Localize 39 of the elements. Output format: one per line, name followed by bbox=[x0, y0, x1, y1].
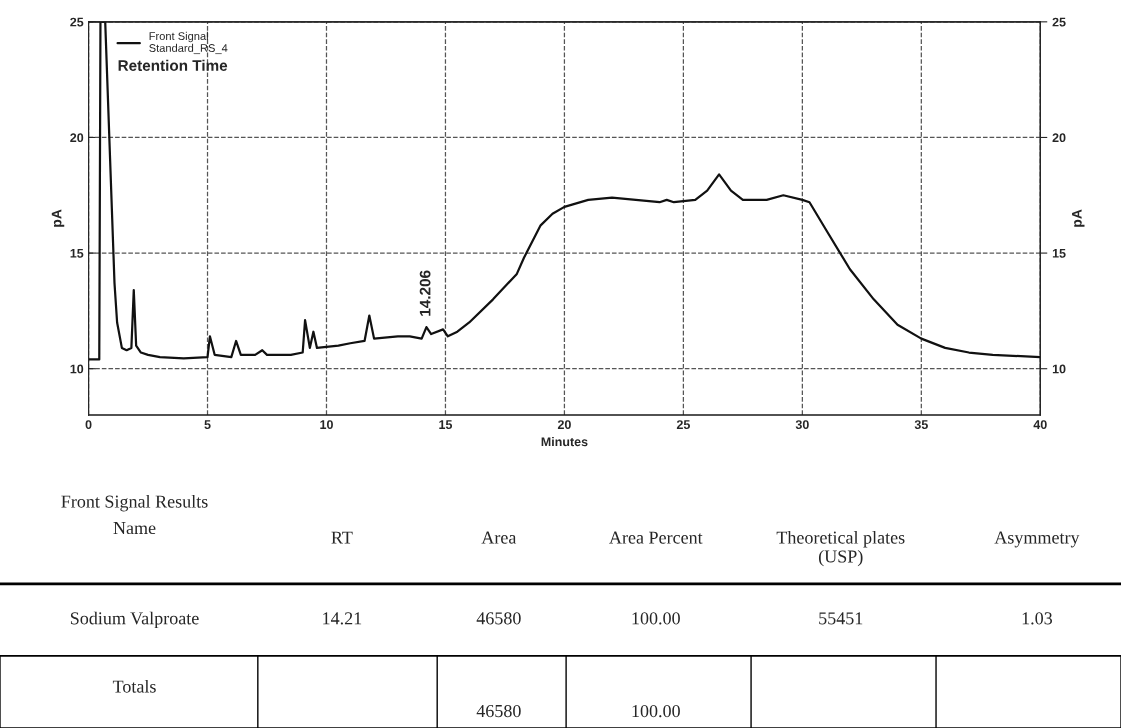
legend-label: Front Signal Standard_RS_4 bbox=[149, 31, 228, 55]
x-tick-label: 25 bbox=[676, 420, 690, 429]
x-tick-label: 40 bbox=[1033, 420, 1047, 429]
text: 46580 bbox=[476, 612, 521, 625]
annotation: 14.206 bbox=[419, 270, 431, 316]
x-tick-label: 30 bbox=[795, 420, 809, 430]
text: Sodium Valproate bbox=[70, 611, 199, 629]
y2-tick-label: 10 bbox=[1052, 364, 1066, 374]
x-tick-label: 35 bbox=[914, 420, 928, 430]
text: 100.00 bbox=[632, 612, 680, 625]
text: Front Signal Results bbox=[61, 494, 208, 512]
text: 100.00 bbox=[632, 704, 680, 718]
text: Name bbox=[113, 522, 156, 535]
text: Area bbox=[481, 531, 517, 544]
text: Area Percent bbox=[609, 531, 703, 544]
x-tick-label: 5 bbox=[204, 420, 211, 429]
y2-tick-label: 25 bbox=[1052, 17, 1066, 27]
y-tick-label: 15 bbox=[70, 249, 84, 258]
x-tick-label: 10 bbox=[320, 420, 333, 429]
y-tick-label: 20 bbox=[70, 133, 84, 143]
y-axis-title: pA bbox=[51, 209, 65, 227]
y2-tick-label: 15 bbox=[1052, 249, 1066, 258]
y-tick-label: 25 bbox=[70, 17, 84, 27]
text: 55451 bbox=[819, 612, 863, 625]
y-tick-label: 10 bbox=[70, 364, 84, 374]
text: 1.03 bbox=[1022, 612, 1053, 625]
text: RT bbox=[331, 531, 353, 544]
text: 46580 bbox=[476, 704, 521, 718]
x-axis-title: Minutes bbox=[541, 437, 588, 447]
x-tick-label: 15 bbox=[439, 420, 453, 429]
y2-axis-title: pA bbox=[1072, 209, 1085, 227]
text: Asymmetry bbox=[994, 531, 1080, 548]
text: 14.21 bbox=[323, 612, 362, 625]
x-tick-label: 0 bbox=[85, 420, 92, 429]
legend-title: Retention Time bbox=[118, 59, 228, 71]
y2-tick-label: 20 bbox=[1052, 133, 1066, 143]
x-tick-label: 20 bbox=[557, 420, 571, 429]
text: Theoretical plates (USP) bbox=[776, 531, 905, 567]
text: Totals bbox=[112, 679, 156, 693]
